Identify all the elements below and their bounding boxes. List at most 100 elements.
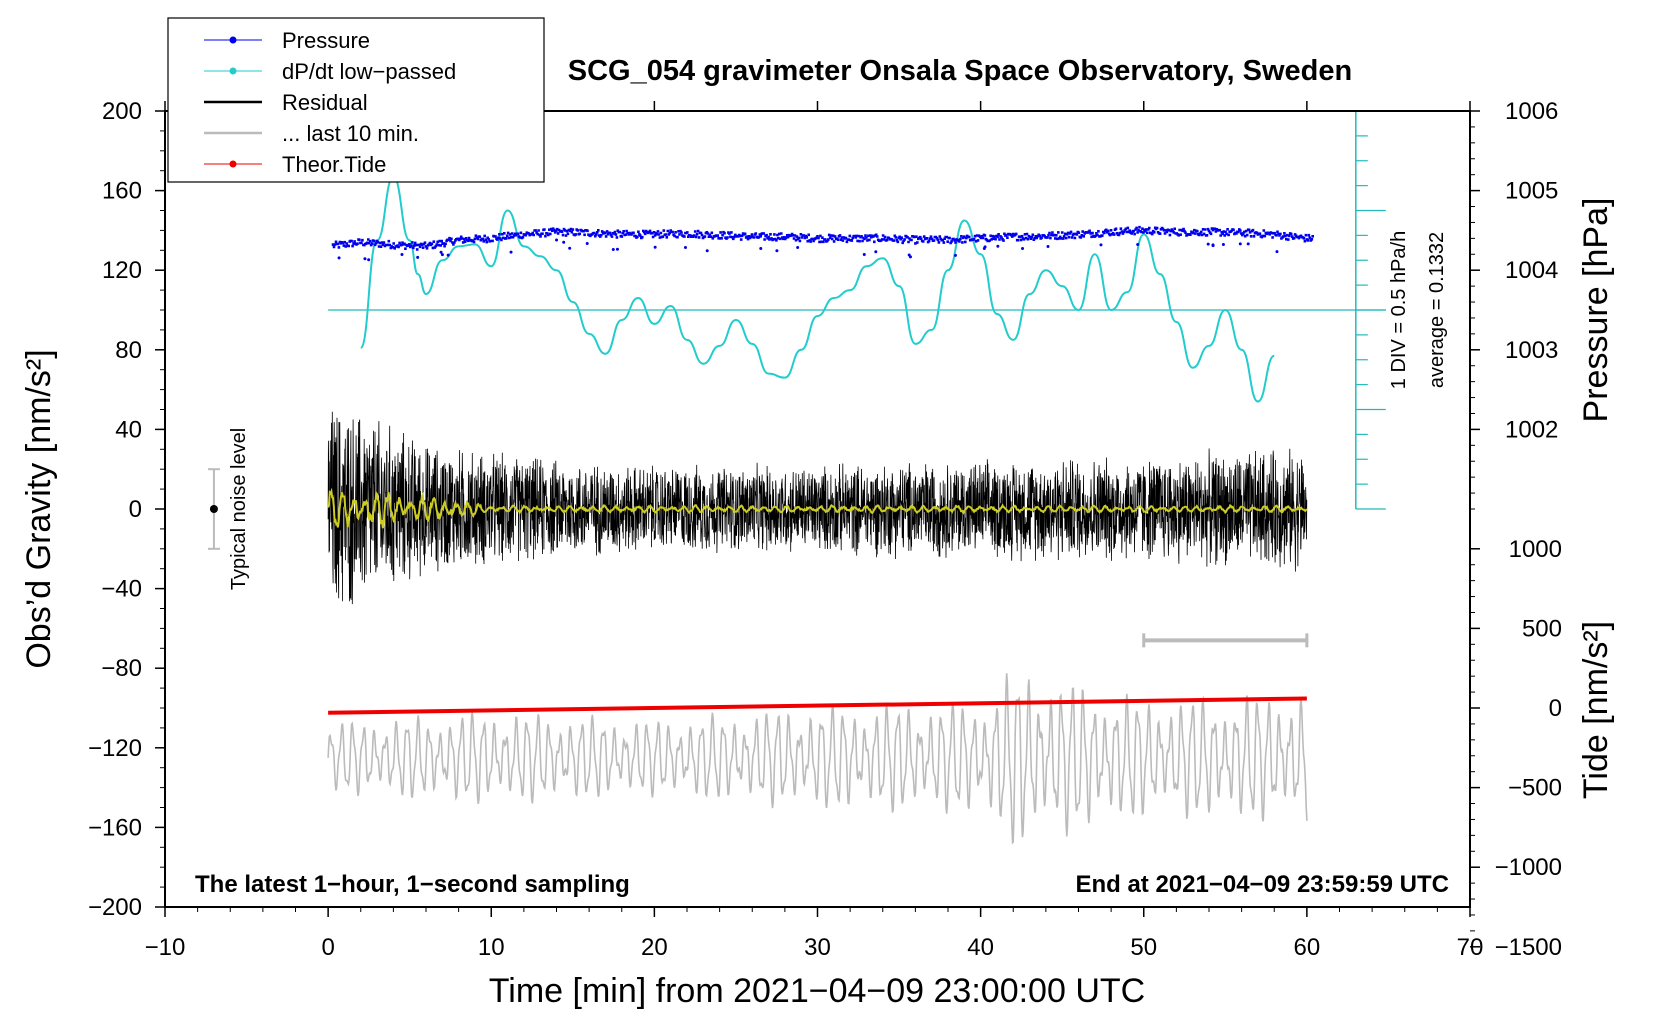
dpdt-scale-label: 1 DIV = 0.5 hPa/h [1388, 231, 1410, 389]
pressure-outlier-point [337, 256, 341, 260]
pressure-line [331, 225, 1314, 251]
y-tick-label: −120 [88, 735, 142, 762]
residual-line [327, 411, 1308, 605]
pressure-outlier-point [1246, 242, 1250, 246]
legend-label: dP/dt low−passed [282, 59, 456, 84]
dpdt-line [359, 175, 1275, 403]
dpdt-average-label: average = 0.1332 [1426, 232, 1448, 388]
x-tick-label: 0 [321, 934, 334, 961]
y-tick-label: −160 [88, 814, 142, 841]
pressure-outlier-point [400, 252, 404, 256]
tide-tick-label: 1000 [1509, 536, 1562, 563]
pressure-tick-label: 1005 [1505, 178, 1558, 205]
pressure-outlier-point [367, 258, 371, 262]
lowpass-series-layer [327, 487, 1308, 529]
bottom-right-note: End at 2021−04−09 23:59:59 UTC [1075, 871, 1449, 898]
pressure-outlier-point [1238, 242, 1242, 246]
pressure-outlier-point [983, 245, 987, 249]
pressure-outlier-point [874, 250, 878, 254]
legend-label: Theor.Tide [282, 152, 386, 177]
pressure-series-layer [331, 225, 1314, 262]
lowpass-residual-line [327, 487, 1308, 529]
tide-axis-label: Tide [nm/s²] [1577, 621, 1615, 799]
legend-label: ... last 10 min. [282, 121, 419, 146]
tide-tick-label: 500 [1522, 615, 1562, 642]
pressure-outlier-point [683, 245, 687, 249]
pressure-outlier-point [1021, 246, 1025, 250]
last10-series-layer [327, 673, 1308, 845]
pressure-outlier-point [440, 253, 444, 257]
pressure-outlier-point [1136, 243, 1140, 247]
y-tick-label: 120 [102, 257, 142, 284]
y-tick-label: −40 [101, 576, 142, 603]
dpdt-series-layer [328, 110, 1386, 510]
x-tick-label: 10 [478, 934, 505, 961]
tide-series-layer [328, 696, 1307, 715]
pressure-tick-label: 1002 [1505, 416, 1558, 443]
y-tick-label: 0 [129, 496, 142, 523]
legend-marker [229, 67, 237, 75]
x-tick-label: 60 [1294, 934, 1321, 961]
pressure-axis-label: Pressure [hPa] [1577, 198, 1615, 423]
pressure-outlier-point [996, 244, 1000, 248]
pressure-outlier-point [562, 240, 566, 244]
pressure-outlier-point [1046, 245, 1050, 249]
pressure-outlier-point [1206, 242, 1210, 246]
x-tick-label: 50 [1130, 934, 1157, 961]
tide-tick-label: −1500 [1495, 934, 1562, 961]
tide-tick-label: 0 [1549, 695, 1562, 722]
noise-center-dot [209, 505, 218, 513]
pressure-outlier-point [653, 245, 657, 249]
pressure-outlier-point [759, 247, 763, 251]
pressure-outlier-point [439, 250, 443, 254]
bottom-left-note: The latest 1−hour, 1−second sampling [195, 871, 630, 898]
legend-label: Residual [282, 90, 368, 115]
pressure-outlier-point [1275, 250, 1279, 254]
pressure-outlier-point [363, 257, 367, 261]
pressure-tick-label: 1003 [1505, 337, 1558, 364]
x-tick-label: 20 [641, 934, 668, 961]
pressure-outlier-point [585, 241, 589, 245]
y-tick-label: 40 [115, 416, 142, 443]
tide-tick-label: −500 [1508, 775, 1562, 802]
pressure-tick-label: 1006 [1505, 98, 1558, 125]
y-tick-label: −80 [101, 655, 142, 682]
pressure-outlier-point [1221, 242, 1225, 246]
legend: Pressure dP/dt low−passed Residual ... last… [167, 17, 545, 183]
legend-marker [229, 36, 237, 44]
noise-label: Typical noise level [228, 428, 250, 590]
pressure-outlier-point [509, 250, 513, 254]
pressure-outlier-point [416, 255, 420, 259]
pressure-outlier-point [908, 255, 912, 259]
pressure-outlier-point [1099, 243, 1103, 247]
x-tick-label: −10 [145, 934, 186, 961]
legend-box [167, 17, 545, 183]
y-tick-label: 160 [102, 178, 142, 205]
pressure-outlier-point [775, 249, 779, 253]
y-tick-label: 80 [115, 337, 142, 364]
legend-label: Pressure [282, 28, 370, 53]
chart-title: SCG_054 gravimeter Onsala Space Observat… [568, 55, 1352, 87]
residual-series-layer [327, 411, 1308, 605]
y-tick-label: 200 [102, 98, 142, 125]
pressure-outlier-point [446, 253, 450, 257]
x-tick-label: 40 [967, 934, 994, 961]
pressure-outlier-point [705, 249, 709, 253]
last10-line [327, 673, 1308, 845]
y-axis-label: Obs’d Gravity [nm/s²] [20, 349, 58, 668]
pressure-outlier-point [615, 247, 619, 251]
theoretical-tide-line [328, 696, 1307, 715]
pressure-outlier-point [611, 247, 615, 251]
pressure-outlier-point [953, 253, 957, 257]
x-tick-label: 30 [804, 934, 831, 961]
legend-marker [229, 160, 237, 168]
pressure-outlier-point [1211, 244, 1215, 248]
pressure-tick-label: 1004 [1505, 257, 1558, 284]
annotation-layer: Typical noise level The latest 1−hour, 1−… [195, 231, 1449, 898]
pressure-outlier-point [568, 246, 572, 250]
x-axis-label: Time [min] from 2021−04−09 23:00:00 UTC [489, 972, 1145, 1010]
y-tick-label: −200 [88, 894, 142, 921]
pressure-outlier-point [862, 252, 866, 256]
tide-tick-label: −1000 [1495, 854, 1562, 881]
